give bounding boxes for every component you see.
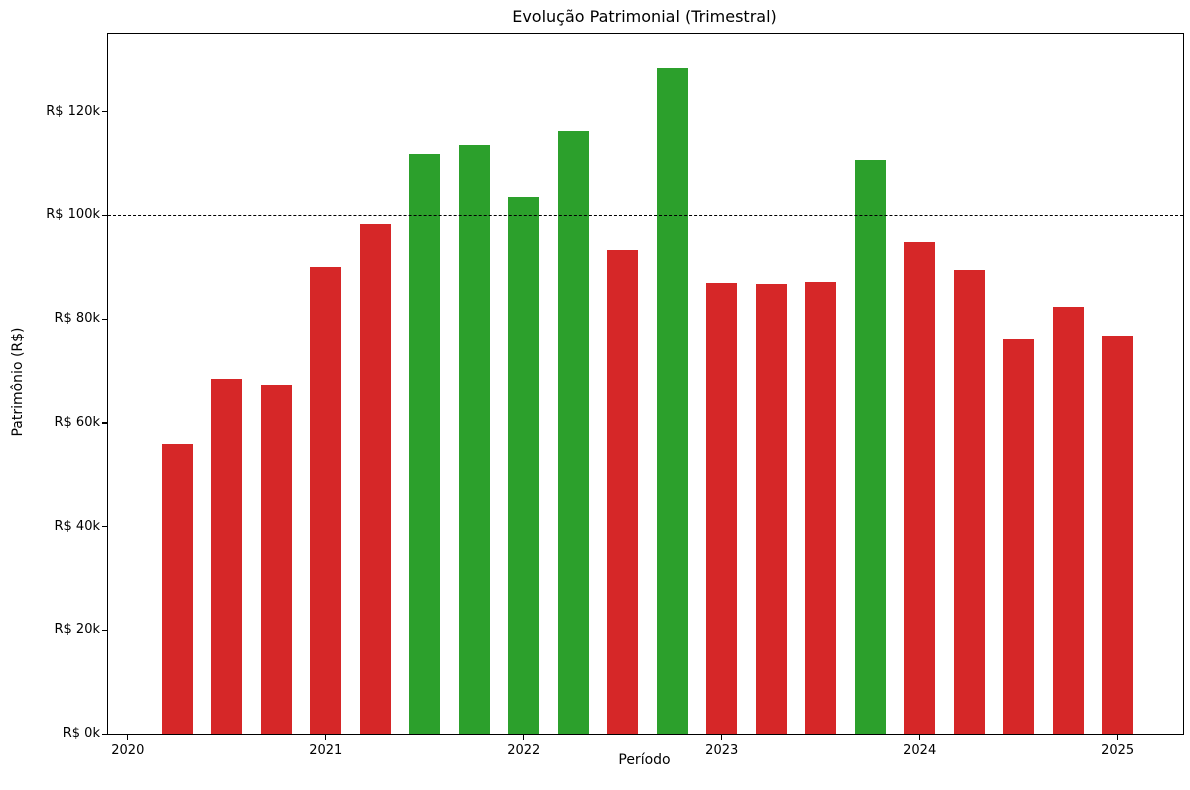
- bar-2023-Q2: [755, 284, 787, 734]
- bar-2024-Q3: [1003, 339, 1035, 734]
- x-tick-label-2020: 2020: [111, 743, 145, 758]
- y-tick-mark-20: [102, 629, 107, 631]
- plot-area: R$ 0k R$ 20k R$ 40k R$ 60k R$ 80k R$ 100k R$ 1…: [46, 33, 1184, 758]
- bar-2021-Q1: [310, 267, 342, 734]
- x-tick-label-2022: 2022: [507, 743, 541, 758]
- y-tick-label-0: R$ 0k: [62, 726, 100, 741]
- y-tick-label-60: R$ 60k: [54, 414, 100, 430]
- x-tick-label-2024: 2024: [903, 743, 937, 758]
- y-tick-label-20: R$ 20k: [54, 622, 100, 638]
- bar-2023-Q1: [706, 282, 738, 734]
- y-tick-mark-0: [102, 733, 107, 735]
- bar-2021-Q3: [409, 153, 441, 734]
- threshold-line: [108, 215, 1183, 217]
- bar-2024-Q1: [904, 241, 936, 734]
- bar-2023-Q3: [805, 281, 837, 734]
- bar-2022-Q2: [557, 130, 589, 734]
- x-tick-mark-2023: [721, 735, 723, 740]
- bar-2023-Q4: [854, 160, 886, 734]
- x-tick-mark-2025: [1117, 735, 1119, 740]
- chart-title: Evolução Patrimonial (Trimestral): [512, 7, 777, 26]
- y-tick-mark-100: [102, 214, 107, 217]
- bar-2022-Q1: [508, 197, 540, 734]
- bar-2022-Q3: [607, 249, 639, 734]
- x-tick-label-2025: 2025: [1101, 743, 1135, 758]
- y-tick-label-80: R$ 80k: [54, 311, 100, 327]
- y-tick-label-100: R$ 100k: [46, 207, 100, 223]
- y-tick-mark-120: [102, 111, 107, 113]
- x-axis-label: Período: [618, 752, 671, 768]
- x-tick-label-2021: 2021: [309, 743, 343, 758]
- bar-2021-Q2: [359, 223, 391, 734]
- bar-2024-Q2: [953, 270, 985, 734]
- x-tick-mark-2021: [325, 735, 327, 740]
- bar-2020-Q3: [211, 379, 243, 734]
- bar-2021-Q4: [458, 144, 490, 734]
- y-tick-label-120: R$ 120k: [46, 103, 100, 119]
- bar-2024-Q4: [1052, 307, 1084, 734]
- y-tick-mark-40: [102, 526, 107, 528]
- bar-2020-Q2: [161, 444, 193, 734]
- x-tick-mark-2024: [919, 735, 921, 740]
- x-tick-mark-2022: [523, 735, 525, 740]
- y-tick-label-40: R$ 40k: [54, 518, 100, 534]
- y-tick-mark-80: [102, 318, 107, 320]
- x-tick-mark-2020: [127, 735, 129, 740]
- x-tick-label-2023: 2023: [705, 743, 739, 758]
- bar-2020-Q4: [260, 385, 292, 734]
- y-tick-mark-60: [102, 422, 107, 424]
- bar-2022-Q4: [656, 68, 688, 734]
- bar-2025-Q1: [1102, 335, 1134, 734]
